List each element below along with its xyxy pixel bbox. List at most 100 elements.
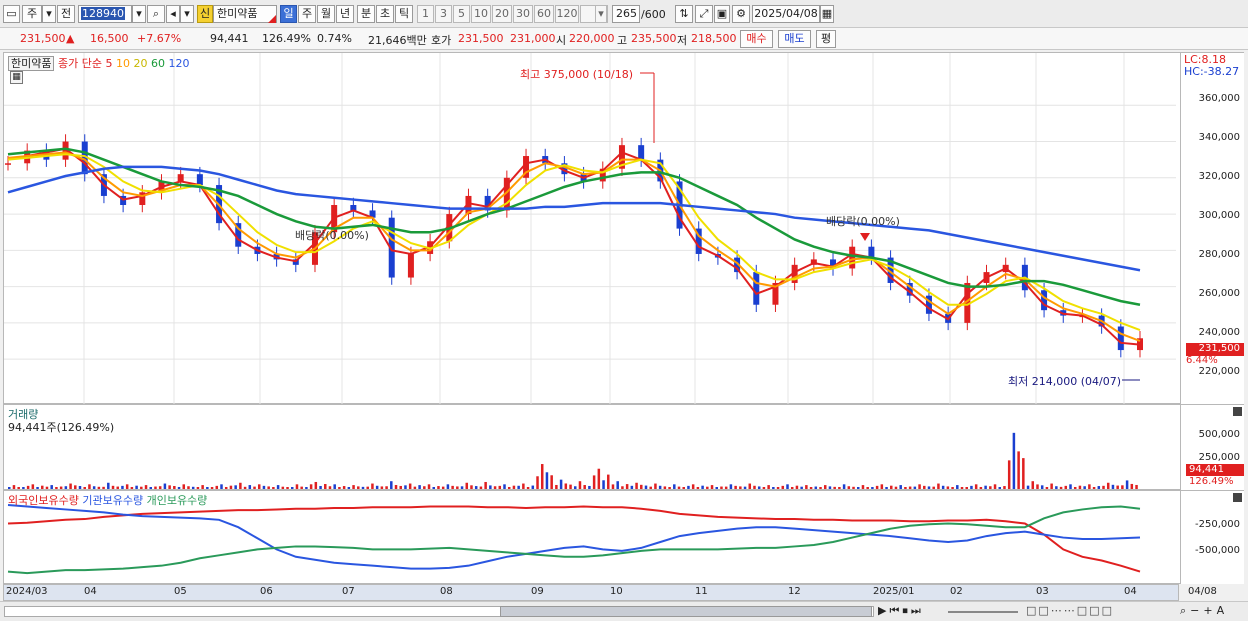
date-input[interactable]: 2025/04/08: [752, 5, 820, 23]
calendar-icon[interactable]: ▦: [820, 5, 834, 23]
volume-bar: [729, 484, 733, 489]
volume-bar: [22, 487, 25, 489]
volume-bar: [923, 485, 926, 489]
prev-button[interactable]: 전: [57, 5, 75, 23]
chart-scrollbar[interactable]: [4, 606, 874, 617]
holder-chart: [7, 504, 1141, 575]
price-chart: [4, 53, 1176, 405]
multiplier-1[interactable]: 1: [417, 5, 434, 23]
volume-bar: [1083, 486, 1086, 489]
volume-bar: [828, 486, 832, 489]
chart-tools-icon[interactable]: ⇅: [675, 5, 693, 23]
buy-button[interactable]: 매수: [740, 30, 773, 48]
volume-bar: [857, 487, 860, 489]
period-year-button[interactable]: 년: [336, 5, 354, 23]
x-axis: [3, 584, 1179, 601]
period-day-button[interactable]: 일: [280, 5, 297, 23]
volume-bar: [1022, 458, 1025, 489]
stock-code-input[interactable]: 128940: [78, 5, 132, 23]
multiplier-120[interactable]: 120: [555, 5, 579, 23]
window-icon[interactable]: ▭: [3, 5, 20, 23]
volume-bar: [927, 486, 931, 489]
quote-bar: 231,500 ▲ 16,500 +7.67% 94,441 126.49% 0…: [0, 28, 1248, 50]
custom-period-dropdown-icon[interactable]: ▾: [595, 5, 607, 23]
view-tools-icon[interactable]: □□⋯⋯□□□: [1026, 604, 1114, 617]
volume-bar: [838, 486, 841, 489]
settings-gear-icon[interactable]: ⚙: [732, 5, 750, 23]
panel-close-icon[interactable]: [1233, 407, 1242, 416]
scale-icon[interactable]: ⤢: [695, 5, 713, 23]
volume-bar: [757, 486, 761, 489]
multiplier-20[interactable]: 20: [492, 5, 512, 23]
period-second-button[interactable]: 초: [376, 5, 394, 23]
volume-bar: [97, 486, 101, 489]
zoom-slider[interactable]: [948, 611, 1018, 613]
volume-bar: [1050, 483, 1053, 489]
eval-button[interactable]: 평: [816, 30, 836, 48]
volume-bar: [918, 484, 921, 489]
stock-name-field[interactable]: 한미약품: [213, 5, 277, 23]
volume-bar: [31, 484, 35, 489]
volume-value: 94,441: [210, 32, 249, 45]
volume-bar: [649, 486, 652, 489]
candle-body: [62, 141, 69, 160]
period-month-button[interactable]: 월: [317, 5, 335, 23]
multiplier-3[interactable]: 3: [435, 5, 452, 23]
volume-bar: [805, 485, 808, 489]
multiplier-5[interactable]: 5: [453, 5, 470, 23]
type-select[interactable]: 주: [22, 5, 42, 23]
volume-bar: [550, 475, 553, 489]
period-week-button[interactable]: 주: [298, 5, 316, 23]
panel-close-icon[interactable]: [1233, 493, 1242, 502]
turnover-rate: 0.74%: [317, 32, 352, 45]
x-tick: 10: [610, 586, 623, 597]
search-icon[interactable]: ⌕: [147, 5, 165, 23]
x-tick: 11: [695, 586, 708, 597]
legend-stock-name[interactable]: 한미약품: [8, 56, 55, 71]
grid-toggle-icon[interactable]: ▦: [10, 71, 23, 84]
volume-bar: [328, 486, 332, 489]
y-tick: 240,000: [1198, 327, 1240, 338]
zoom-icons[interactable]: ⌕−+A: [1180, 604, 1229, 617]
volume-bar: [451, 485, 454, 489]
volume-bar: [687, 485, 690, 489]
volume-bar: [767, 485, 770, 489]
speaker-dropdown-icon[interactable]: ▾: [180, 5, 194, 23]
volume-bar: [588, 485, 591, 489]
sell-button[interactable]: 매도: [778, 30, 811, 48]
volume-bar: [974, 484, 978, 489]
volume-bar: [630, 485, 634, 489]
volume-bar: [423, 486, 426, 489]
multiplier-10[interactable]: 10: [471, 5, 491, 23]
volume-bar: [607, 474, 610, 489]
legend-ma10: 10: [115, 57, 130, 70]
multiplier-30[interactable]: 30: [513, 5, 533, 23]
volume-bar: [291, 487, 294, 489]
volume-bar: [536, 476, 539, 489]
candle-body: [235, 223, 242, 247]
volume-bar: [1121, 485, 1124, 489]
scroll-controls-icon[interactable]: ▶⏮⏹⏭: [878, 604, 924, 617]
volume-bar: [503, 484, 506, 489]
volume-bar: [583, 485, 586, 489]
save-icon[interactable]: ▣: [714, 5, 730, 23]
period-minute-button[interactable]: 분: [357, 5, 375, 23]
speaker-icon[interactable]: ◂: [166, 5, 180, 23]
volume-bar: [833, 486, 836, 489]
high-price: 235,500: [631, 32, 677, 45]
volume-bar: [616, 481, 619, 489]
multiplier-60[interactable]: 60: [534, 5, 554, 23]
type-dropdown-icon[interactable]: ▾: [42, 5, 56, 23]
code-dropdown-icon[interactable]: ▾: [132, 5, 146, 23]
period-tick-button[interactable]: 틱: [395, 5, 413, 23]
x-tick: 04: [1124, 586, 1137, 597]
volume-bar: [734, 485, 737, 489]
volume-bar: [276, 485, 280, 489]
volume-bar: [1111, 484, 1115, 489]
ma60-line: [7, 147, 1141, 306]
volume-y-tick: 250,000: [1198, 452, 1240, 463]
volume-bar: [253, 486, 256, 489]
count-input[interactable]: 265: [612, 5, 640, 23]
scroll-thumb[interactable]: [500, 606, 872, 617]
